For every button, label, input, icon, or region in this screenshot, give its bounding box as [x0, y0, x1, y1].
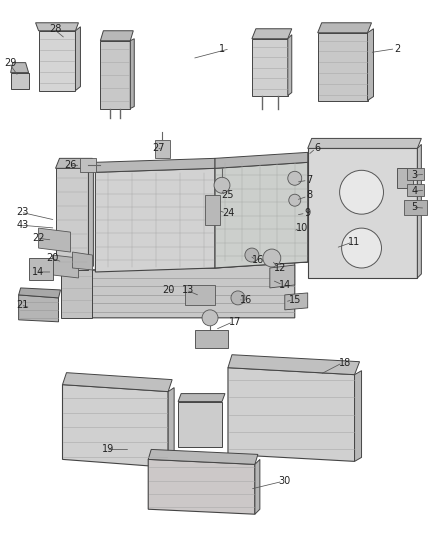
Text: 30: 30 [279, 477, 291, 486]
Polygon shape [270, 265, 295, 288]
Polygon shape [252, 29, 292, 39]
Polygon shape [205, 195, 220, 225]
Text: 1: 1 [219, 44, 225, 54]
Text: 17: 17 [229, 317, 241, 327]
Polygon shape [148, 449, 258, 464]
Text: 10: 10 [296, 223, 308, 233]
Text: 7: 7 [307, 175, 313, 185]
Text: 14: 14 [279, 280, 291, 290]
Polygon shape [75, 27, 81, 91]
Circle shape [202, 310, 218, 326]
Polygon shape [417, 144, 421, 278]
Polygon shape [35, 23, 78, 31]
Text: 11: 11 [349, 237, 361, 247]
Polygon shape [100, 31, 133, 41]
Polygon shape [88, 164, 93, 270]
Polygon shape [60, 268, 92, 318]
Polygon shape [100, 41, 130, 109]
Circle shape [214, 177, 230, 193]
Polygon shape [92, 262, 295, 318]
Polygon shape [39, 31, 75, 91]
Polygon shape [318, 33, 367, 101]
Polygon shape [228, 368, 355, 462]
Text: 26: 26 [64, 160, 77, 171]
Polygon shape [11, 63, 28, 72]
Polygon shape [19, 288, 60, 298]
Circle shape [231, 291, 245, 305]
Polygon shape [130, 39, 134, 109]
Text: 21: 21 [17, 300, 29, 310]
Text: 5: 5 [411, 202, 417, 212]
Text: 25: 25 [222, 190, 234, 200]
Polygon shape [318, 23, 371, 33]
Text: 19: 19 [102, 445, 114, 455]
Text: 16: 16 [252, 255, 264, 265]
Polygon shape [178, 393, 225, 401]
Text: 4: 4 [411, 186, 417, 196]
Polygon shape [185, 285, 215, 305]
Text: 24: 24 [222, 208, 234, 218]
Polygon shape [168, 387, 174, 467]
Polygon shape [63, 373, 172, 392]
Polygon shape [178, 401, 222, 447]
Polygon shape [19, 295, 59, 322]
Circle shape [342, 228, 381, 268]
Polygon shape [11, 72, 28, 88]
Text: 28: 28 [49, 24, 62, 34]
Text: 6: 6 [314, 143, 321, 154]
Circle shape [245, 248, 259, 262]
Text: 22: 22 [32, 233, 45, 243]
Text: 2: 2 [394, 44, 401, 54]
Polygon shape [155, 140, 170, 158]
Text: 14: 14 [32, 267, 45, 277]
Polygon shape [355, 370, 361, 462]
Polygon shape [63, 385, 168, 467]
Polygon shape [56, 158, 92, 168]
Polygon shape [285, 293, 308, 310]
Circle shape [263, 249, 281, 267]
Polygon shape [72, 252, 92, 270]
Polygon shape [95, 158, 215, 172]
Polygon shape [252, 39, 288, 95]
Text: 9: 9 [305, 208, 311, 218]
Text: 27: 27 [152, 143, 164, 154]
Circle shape [289, 194, 301, 206]
Text: 16: 16 [240, 295, 252, 305]
Text: 12: 12 [274, 263, 286, 273]
Polygon shape [215, 163, 308, 268]
Polygon shape [56, 168, 88, 270]
Polygon shape [367, 29, 374, 101]
Text: 3: 3 [411, 170, 417, 180]
Polygon shape [53, 255, 78, 278]
Text: 18: 18 [339, 358, 351, 368]
Polygon shape [215, 152, 308, 168]
Text: 8: 8 [307, 190, 313, 200]
Polygon shape [228, 355, 360, 375]
Polygon shape [148, 459, 255, 514]
Text: 20: 20 [162, 285, 174, 295]
Polygon shape [81, 158, 96, 172]
Polygon shape [308, 139, 421, 148]
Text: 29: 29 [4, 58, 17, 68]
Bar [397, 168, 413, 188]
Circle shape [288, 171, 302, 185]
Polygon shape [92, 262, 308, 270]
Polygon shape [288, 35, 292, 95]
Polygon shape [404, 200, 427, 215]
Text: 23: 23 [17, 207, 29, 217]
Text: 20: 20 [46, 253, 59, 263]
Polygon shape [407, 168, 424, 180]
Polygon shape [28, 258, 53, 280]
Polygon shape [255, 459, 260, 514]
Text: 13: 13 [182, 285, 194, 295]
Polygon shape [195, 330, 228, 348]
Polygon shape [39, 228, 71, 252]
Polygon shape [95, 168, 215, 272]
Polygon shape [407, 184, 424, 196]
Text: 43: 43 [17, 220, 29, 230]
Circle shape [339, 171, 384, 214]
Polygon shape [308, 148, 417, 278]
Text: 15: 15 [289, 295, 301, 305]
